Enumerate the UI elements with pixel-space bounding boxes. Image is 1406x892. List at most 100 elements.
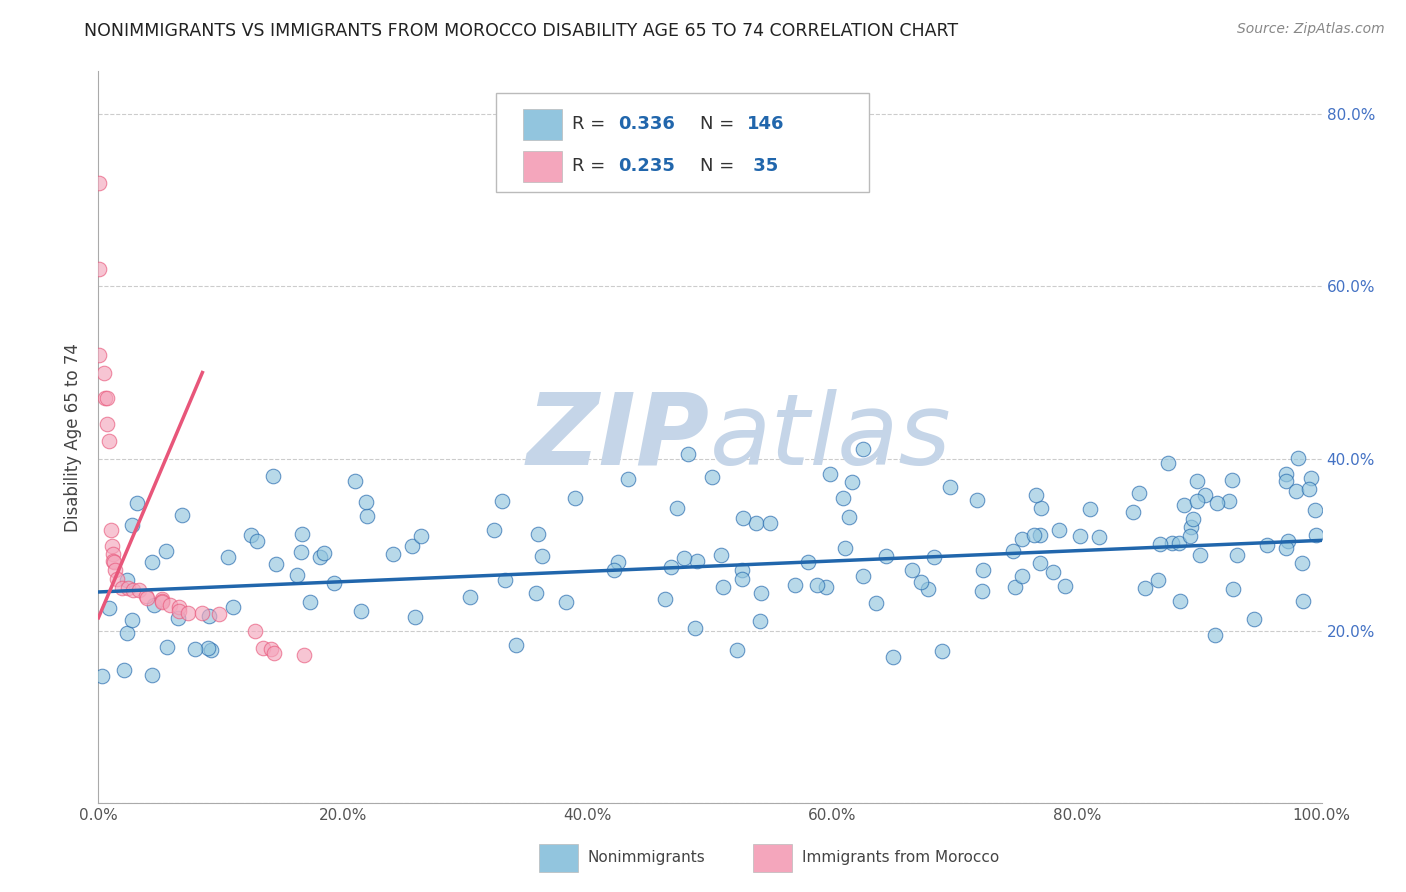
Point	[901, 564, 924, 578]
Point	[1011, 532, 1033, 546]
Point	[725, 642, 748, 657]
Point	[243, 624, 266, 638]
Point	[1189, 548, 1212, 562]
Point	[603, 563, 626, 577]
Point	[834, 541, 856, 556]
Point	[491, 494, 513, 508]
Point	[1025, 488, 1047, 502]
Point	[494, 573, 516, 587]
Point	[167, 604, 190, 618]
Text: 146: 146	[747, 115, 785, 133]
Point	[105, 572, 128, 586]
Point	[356, 509, 378, 524]
Point	[197, 640, 219, 655]
Point	[1220, 473, 1243, 487]
Point	[759, 516, 782, 531]
Point	[87, 176, 110, 190]
Point	[312, 546, 335, 560]
Bar	[752, 844, 792, 871]
Text: R =: R =	[572, 157, 610, 175]
Point	[1222, 582, 1244, 597]
Point	[832, 491, 855, 505]
Text: N =: N =	[700, 157, 740, 175]
Point	[197, 609, 219, 624]
Point	[505, 639, 527, 653]
Point	[115, 573, 138, 587]
Point	[1029, 528, 1052, 542]
Point	[1291, 556, 1313, 570]
Point	[1301, 471, 1323, 485]
Point	[685, 621, 707, 635]
Point	[838, 510, 860, 524]
Text: R =: R =	[572, 115, 610, 133]
Point	[917, 582, 939, 596]
Point	[285, 568, 308, 582]
Point	[785, 577, 807, 591]
Text: Nonimmigrants: Nonimmigrants	[588, 850, 706, 865]
Point	[404, 610, 426, 624]
Point	[177, 607, 200, 621]
Point	[135, 589, 157, 603]
Point	[1122, 505, 1144, 519]
Point	[676, 447, 699, 461]
Point	[100, 523, 122, 537]
Point	[121, 518, 143, 533]
Point	[93, 366, 115, 380]
Point	[1226, 548, 1249, 562]
Point	[183, 642, 205, 657]
Text: Source: ZipAtlas.com: Source: ZipAtlas.com	[1237, 22, 1385, 37]
Point	[731, 573, 754, 587]
Point	[1167, 536, 1189, 550]
Point	[323, 576, 346, 591]
Point	[208, 607, 231, 621]
Point	[111, 581, 134, 595]
Point	[159, 599, 181, 613]
Text: N =: N =	[700, 115, 740, 133]
Point	[702, 470, 724, 484]
Point	[882, 650, 904, 665]
Point	[94, 392, 117, 406]
Point	[266, 557, 288, 571]
Point	[1029, 557, 1052, 571]
Point	[1069, 528, 1091, 542]
Point	[931, 644, 953, 658]
Point	[865, 596, 887, 610]
Point	[150, 592, 173, 607]
Point	[96, 417, 118, 432]
Point	[1133, 582, 1156, 596]
Point	[128, 583, 150, 598]
Point	[104, 563, 127, 577]
Text: Immigrants from Morocco: Immigrants from Morocco	[801, 850, 1000, 865]
Bar	[523, 109, 562, 139]
Point	[875, 549, 897, 564]
Point	[530, 549, 553, 563]
Point	[749, 585, 772, 599]
Point	[797, 555, 820, 569]
Point	[91, 669, 114, 683]
Point	[1149, 537, 1171, 551]
Point	[806, 577, 828, 591]
Point	[115, 626, 138, 640]
Point	[554, 595, 576, 609]
Point	[1205, 496, 1227, 510]
Point	[1157, 457, 1180, 471]
Point	[1029, 501, 1052, 516]
Point	[401, 539, 423, 553]
Point	[98, 601, 121, 615]
Point	[1128, 486, 1150, 500]
Point	[96, 392, 118, 406]
Point	[252, 640, 274, 655]
Point	[298, 595, 321, 609]
Point	[713, 580, 735, 594]
Point	[617, 472, 640, 486]
Point	[1173, 498, 1195, 512]
Point	[222, 600, 245, 615]
Point	[127, 496, 149, 510]
Text: 0.336: 0.336	[619, 115, 675, 133]
Point	[260, 642, 283, 657]
Point	[731, 511, 754, 525]
Point	[1042, 565, 1064, 579]
Point	[354, 495, 377, 509]
Point	[246, 533, 269, 548]
Point	[166, 610, 188, 624]
